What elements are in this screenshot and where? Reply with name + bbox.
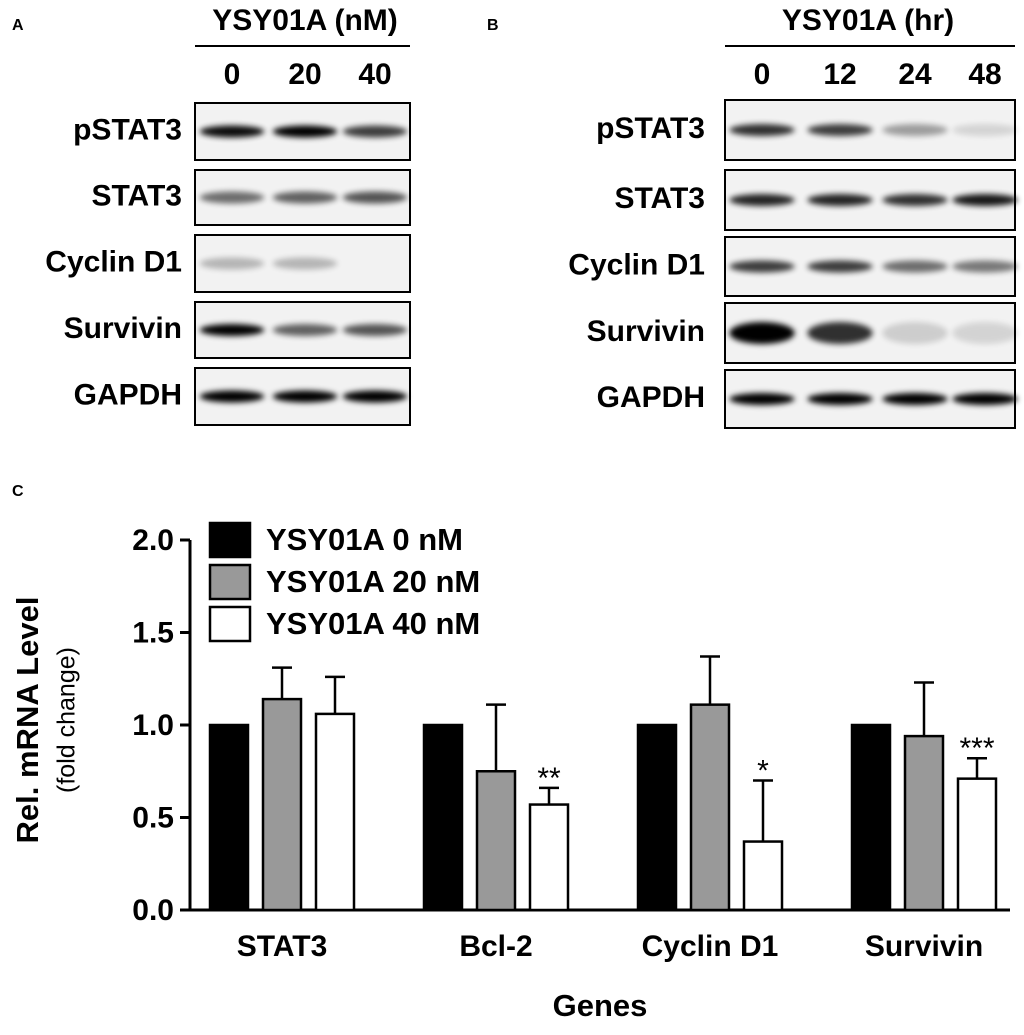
blot-band xyxy=(729,194,795,206)
y-tick-label: 0.5 xyxy=(132,801,174,834)
bar xyxy=(850,723,892,912)
blot-band xyxy=(342,324,408,336)
legend-swatch xyxy=(208,563,252,601)
lane-label: 40 xyxy=(358,58,391,91)
blot-band xyxy=(952,194,1018,206)
legend-swatch xyxy=(208,521,252,559)
lane-label: 0 xyxy=(754,58,771,91)
blot-band xyxy=(272,324,338,336)
blot-band xyxy=(807,194,873,206)
blot-band xyxy=(882,124,948,136)
lane-label: 24 xyxy=(898,58,932,91)
treatment-label: YSY01A (nM) xyxy=(212,4,398,37)
blot-band xyxy=(807,322,873,344)
bar xyxy=(528,803,570,912)
blot-band xyxy=(272,125,338,138)
y-axis-sublabel: (fold change) xyxy=(53,647,81,793)
bar xyxy=(261,697,303,912)
lane-label: 12 xyxy=(823,58,856,91)
panel-label: A xyxy=(12,17,24,34)
blot-band xyxy=(342,125,408,138)
legend-swatch xyxy=(208,605,252,643)
row-label: GAPDH xyxy=(597,381,705,414)
blot-band xyxy=(952,393,1018,405)
row-label: Survivin xyxy=(64,312,182,345)
blot-band xyxy=(729,260,795,273)
blot-band xyxy=(952,124,1018,136)
bar xyxy=(208,723,250,912)
blot-band xyxy=(342,191,408,204)
row-label: STAT3 xyxy=(614,182,705,215)
blot-band xyxy=(342,390,408,403)
bar xyxy=(956,777,998,912)
blot-band xyxy=(199,191,265,204)
panel-label: B xyxy=(487,17,499,34)
lane-label: 48 xyxy=(968,58,1001,91)
y-tick-label: 2.0 xyxy=(132,524,174,557)
blot-band xyxy=(952,260,1018,273)
blot-band xyxy=(882,322,948,344)
blot-band xyxy=(199,390,265,403)
x-tick-label: STAT3 xyxy=(237,930,328,963)
lane-label: 0 xyxy=(224,58,241,91)
blot-band xyxy=(199,125,265,138)
blot-band xyxy=(882,194,948,206)
bar xyxy=(636,723,678,912)
panel-label: C xyxy=(12,483,24,500)
row-label: pSTAT3 xyxy=(73,113,182,146)
significance-marker: ** xyxy=(537,762,561,795)
legend-label: YSY01A 20 nM xyxy=(266,564,480,599)
x-axis-label: Genes xyxy=(553,988,648,1023)
bar xyxy=(903,734,945,912)
row-label: GAPDH xyxy=(74,378,182,411)
blot-band xyxy=(729,124,795,136)
bar xyxy=(689,703,731,912)
row-label: Survivin xyxy=(587,315,705,348)
blot-band xyxy=(272,257,338,270)
blot-band xyxy=(729,393,795,405)
blot-band xyxy=(807,124,873,136)
row-label: Cyclin D1 xyxy=(45,245,182,278)
row-label: pSTAT3 xyxy=(596,112,705,145)
blot-band xyxy=(807,393,873,405)
blot-band xyxy=(272,191,338,204)
blot-band xyxy=(882,393,948,405)
x-tick-label: Cyclin D1 xyxy=(642,930,779,963)
y-axis-label: Rel. mRNA Level xyxy=(10,597,45,844)
row-label: STAT3 xyxy=(91,179,182,212)
blot-band xyxy=(272,390,338,403)
blot-band xyxy=(729,322,795,344)
y-tick-label: 0.0 xyxy=(132,894,174,927)
x-tick-label: Survivin xyxy=(865,930,983,963)
bar xyxy=(314,712,356,912)
blot-band xyxy=(199,257,265,270)
x-tick-label: Bcl-2 xyxy=(459,930,532,963)
blot-band xyxy=(199,324,265,336)
blot-band xyxy=(882,260,948,273)
treatment-label: YSY01A (hr) xyxy=(782,4,954,37)
bar xyxy=(422,723,464,912)
legend-label: YSY01A 40 nM xyxy=(266,606,480,641)
y-tick-label: 1.5 xyxy=(132,616,174,649)
lane-label: 20 xyxy=(288,58,321,91)
bar xyxy=(742,840,784,912)
blot-band xyxy=(952,322,1018,344)
y-tick-label: 1.0 xyxy=(132,709,174,742)
bar xyxy=(475,770,517,912)
legend-label: YSY01A 0 nM xyxy=(266,522,463,557)
significance-marker: *** xyxy=(959,732,994,765)
significance-marker: * xyxy=(757,754,769,787)
blot-band xyxy=(807,260,873,273)
row-label: Cyclin D1 xyxy=(568,248,705,281)
